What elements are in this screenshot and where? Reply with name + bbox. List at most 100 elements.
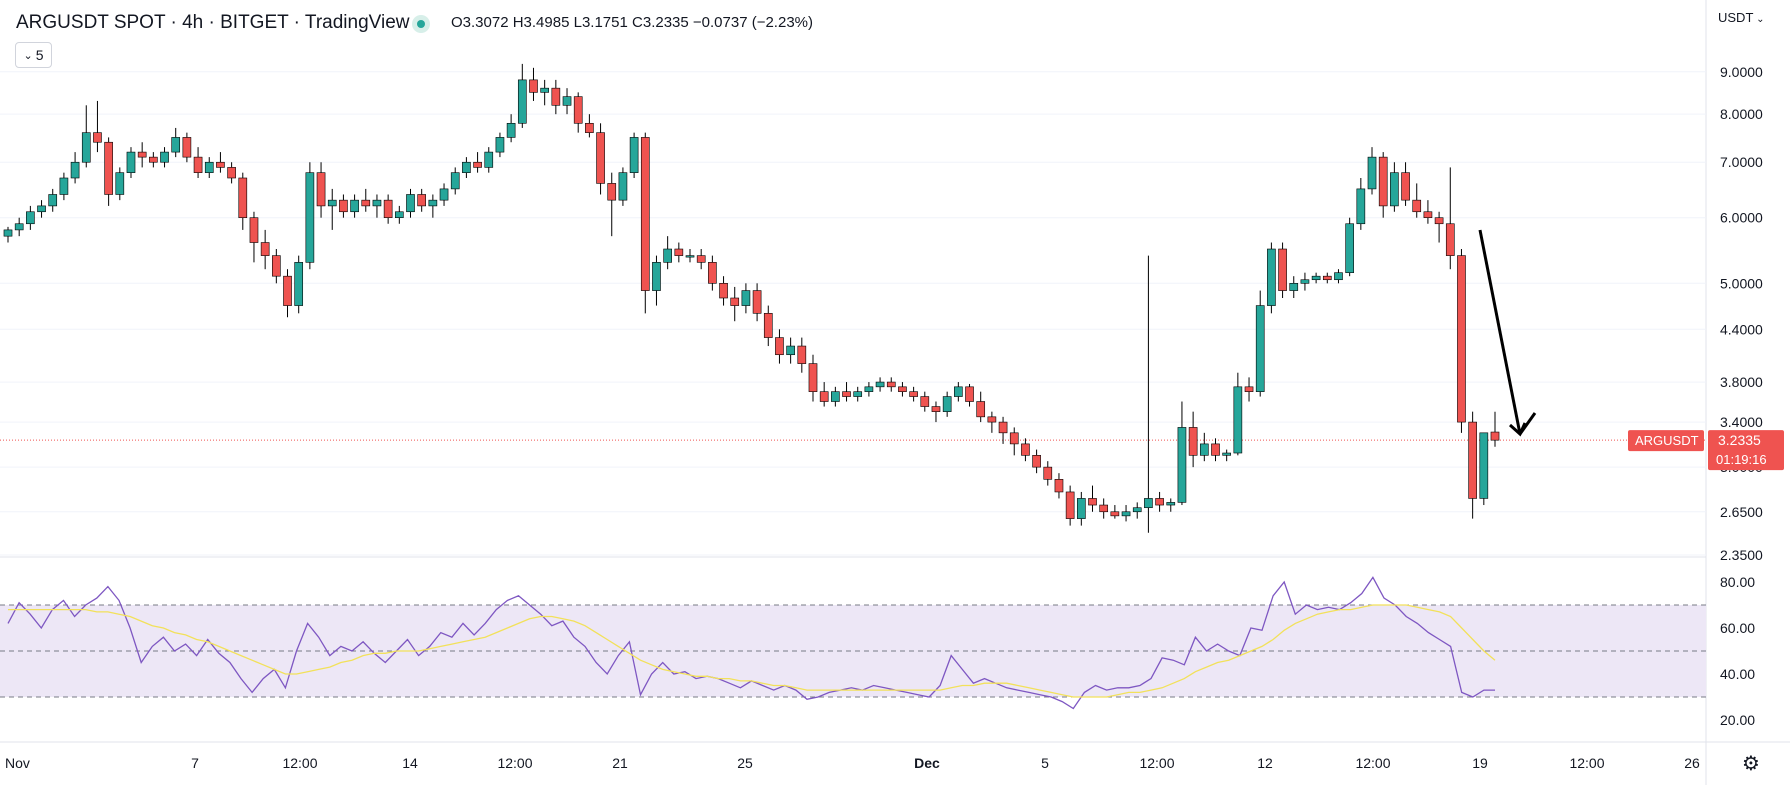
candle	[1468, 411, 1477, 519]
candle	[1267, 242, 1276, 314]
candle	[1222, 449, 1231, 462]
candle	[37, 200, 46, 218]
candle	[1110, 505, 1120, 519]
symbol-title[interactable]: ARGUSDT SPOT · 4h · BITGET · TradingView	[16, 12, 410, 33]
candle-body	[1043, 466, 1053, 480]
candle	[987, 411, 997, 433]
candle	[406, 188, 415, 218]
candle-body	[529, 79, 538, 93]
candle-body	[1255, 305, 1265, 392]
candle-body	[875, 381, 885, 388]
candle-body	[1121, 511, 1131, 517]
indicators-collapse-button[interactable]: ⌄ 5	[15, 42, 52, 68]
candle	[1334, 269, 1343, 284]
candle-body	[93, 132, 102, 143]
candle	[1054, 473, 1064, 499]
candle	[1378, 152, 1388, 218]
candle-body	[1378, 156, 1388, 207]
candle-body	[1099, 504, 1109, 513]
candle	[529, 67, 538, 101]
currency-selector[interactable]: USDT ⌄	[1718, 10, 1765, 25]
candle-body	[663, 248, 672, 263]
candle	[439, 183, 449, 206]
candle-body	[629, 137, 639, 173]
candle	[137, 142, 147, 168]
candle	[104, 137, 113, 206]
drawing-arrow[interactable]	[1478, 229, 1537, 437]
candle	[1356, 177, 1366, 230]
rsi-tick-label: 20.00	[1720, 712, 1755, 728]
candle	[350, 194, 359, 218]
candle-body	[1132, 507, 1142, 513]
candle	[629, 132, 639, 178]
symbol-tag	[1628, 430, 1704, 452]
candle	[808, 354, 818, 402]
candle	[1412, 183, 1422, 218]
candle-body	[942, 396, 952, 412]
chevron-down-icon: ⌄	[1753, 14, 1765, 25]
candle-body	[1144, 498, 1153, 509]
price-axis[interactable]: 9.0000 8.0000 7.0000 6.0000 5.0000 4.4000 3.80…	[1720, 64, 1763, 728]
rsi-tick-label: 80.00	[1720, 574, 1755, 590]
candle	[216, 152, 225, 173]
candle	[1032, 449, 1041, 474]
candle	[954, 382, 963, 402]
candle-body	[1278, 248, 1287, 291]
candle	[652, 255, 661, 306]
candle-body	[573, 96, 583, 124]
candle-body	[372, 199, 382, 207]
candle-body	[898, 386, 907, 392]
time-tick-label: 12:00	[497, 755, 532, 771]
candle-body	[864, 386, 874, 392]
candle-body	[428, 199, 438, 207]
settings-gear-icon[interactable]: ⚙	[1742, 752, 1760, 775]
candle	[260, 229, 270, 270]
candle-body	[540, 87, 549, 93]
candle	[171, 127, 181, 158]
candle-body	[797, 345, 807, 364]
candle	[1401, 162, 1410, 206]
open-value: O3.3072	[451, 14, 509, 31]
candle	[1166, 498, 1176, 512]
candle-body	[1267, 248, 1276, 306]
candle	[272, 249, 281, 284]
candle-body	[126, 151, 136, 173]
candle	[786, 337, 795, 364]
candle	[1065, 485, 1075, 526]
time-tick-label: 21	[612, 755, 628, 771]
candle-body	[1457, 255, 1466, 423]
candle-body	[1222, 452, 1231, 456]
candle	[48, 188, 58, 212]
last-price-label: ARGUSDT 3.2335 01:19:16	[1628, 430, 1784, 471]
candle	[1155, 491, 1164, 512]
price-tag-text: 3.2335	[1718, 432, 1761, 448]
candle-body	[417, 194, 427, 207]
candle-body	[1334, 272, 1343, 281]
candle-body	[719, 283, 728, 299]
candle	[506, 114, 516, 143]
market-status-dot-icon[interactable]	[412, 15, 430, 33]
candle	[797, 337, 807, 373]
candle-body	[763, 313, 773, 338]
candle	[81, 105, 91, 168]
candle-body	[406, 194, 415, 213]
candle-body	[752, 290, 762, 314]
candle-body	[137, 151, 147, 158]
candle-body	[685, 255, 695, 258]
low-value: L3.1751	[573, 14, 628, 31]
chevron-down-icon: ⌄	[23, 49, 33, 62]
time-axis[interactable]: Nov 7 12:00 14 12:00 21 25 Dec 5 12:00 12 12:00 19 12…	[5, 755, 1700, 771]
candle-body	[462, 161, 471, 173]
candle-body	[204, 161, 214, 173]
rsi-ma-line	[8, 604, 1496, 698]
candle	[708, 255, 717, 291]
candle-body	[730, 297, 740, 306]
candle	[719, 276, 728, 306]
candle-body	[976, 401, 986, 418]
candle-body	[517, 79, 527, 124]
candle-body	[1211, 443, 1220, 456]
candle	[70, 152, 80, 184]
candle	[752, 283, 762, 322]
candle-body	[506, 122, 516, 138]
